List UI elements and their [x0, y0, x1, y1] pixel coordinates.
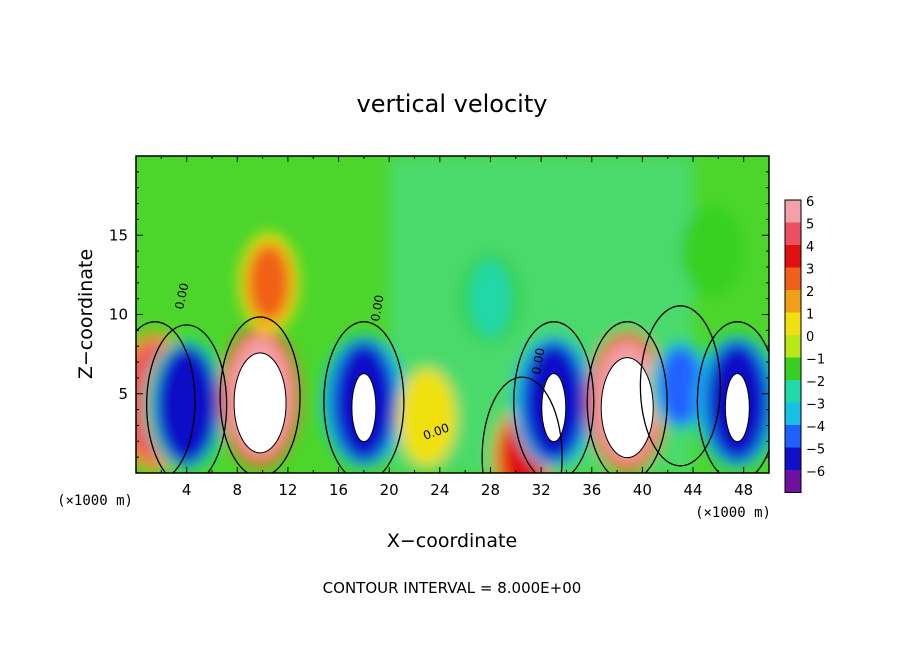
colorbar-label: −5 [806, 443, 825, 458]
colorbar-label: 0 [806, 330, 814, 345]
colorbar-label: −6 [806, 465, 825, 480]
colorbar-frame [784, 199, 802, 493]
colorbar-swatch [785, 290, 801, 313]
colorbar-swatch [785, 245, 801, 268]
contour-label: 0.00 [172, 282, 191, 311]
saturated-region [600, 357, 654, 459]
colorbar-label: 4 [806, 240, 814, 255]
colorbar-swatch [785, 402, 801, 425]
colorbar-label: 5 [806, 218, 814, 233]
x-axis: 4 8 12 16 20 24 28 32 36 40 44 48 [160, 156, 753, 499]
colorbar-swatch [785, 267, 801, 290]
saturated-region [351, 373, 377, 443]
x-tick-label: 32 [532, 481, 551, 499]
colorbar-label: −4 [806, 420, 825, 435]
plot-area [136, 156, 769, 473]
colorbar: 6 5 4 3 2 1 0 −1 −2 −3 −4 −5 −6 [784, 195, 825, 493]
x-tick-label: 8 [233, 481, 243, 499]
saturated-region [724, 373, 750, 443]
colorbar-label: 6 [806, 195, 814, 210]
x-unit-left: (×1000 m) [57, 493, 133, 509]
x-tick-label: 16 [329, 481, 348, 499]
x-tick-label: 28 [481, 481, 500, 499]
x-tick-label: 36 [582, 481, 601, 499]
x-unit-right: (×1000 m) [695, 505, 771, 521]
contour-line [323, 321, 405, 473]
contour-line [513, 321, 595, 473]
saturated-region [233, 352, 287, 454]
x-tick-label: 40 [633, 481, 652, 499]
colorbar-swatch [785, 380, 801, 403]
heat-blob [154, 344, 219, 465]
heat-blob [658, 345, 703, 426]
colorbar-label: 2 [806, 285, 814, 300]
colorbar-swatch [785, 312, 801, 335]
colorbar-swatch [785, 470, 801, 493]
colorbar-swatch [785, 447, 801, 470]
contour-line [146, 324, 228, 473]
x-tick-label: 48 [734, 481, 753, 499]
colorbar-swatch [785, 357, 801, 380]
colorbar-swatch [785, 200, 801, 223]
zero-contours [136, 305, 769, 473]
contour-interval-note: CONTOUR INTERVAL = 8.000E+00 [323, 579, 582, 597]
colorbar-label: 3 [806, 263, 814, 278]
y-tick-label: 10 [109, 306, 128, 324]
heat-blob [690, 211, 735, 292]
contour-label: 0.00 [529, 347, 547, 376]
chart-title: vertical velocity [357, 90, 548, 118]
x-tick-label: 44 [683, 481, 702, 499]
contour-line [696, 321, 769, 473]
heat-blob [468, 258, 513, 339]
contour-line [481, 376, 563, 473]
contour-line [639, 305, 722, 467]
colorbar-label: −1 [806, 353, 825, 368]
heat-blob [246, 242, 291, 323]
x-tick-label: 4 [182, 481, 192, 499]
contour-line [136, 321, 196, 473]
x-tick-label: 24 [430, 481, 449, 499]
contour-line [586, 321, 668, 473]
x-tick-label: 12 [278, 481, 297, 499]
y-tick-label: 5 [118, 385, 128, 403]
x-axis-label: X−coordinate [387, 530, 517, 552]
y-axis: 5 10 15 [109, 171, 769, 458]
y-axis-label: Z−coordinate [75, 249, 97, 379]
y-tick-label: 15 [109, 226, 128, 244]
colorbar-swatch [785, 335, 801, 358]
contour-line [219, 316, 301, 473]
heat-blob [405, 377, 450, 458]
colorbar-swatch [785, 222, 801, 245]
colorbar-label: −3 [806, 398, 825, 413]
colorbar-label: −2 [806, 375, 825, 390]
x-tick-label: 20 [380, 481, 399, 499]
colorbar-swatch [785, 425, 801, 448]
colorbar-label: 1 [806, 308, 814, 323]
contour-label: 0.00 [368, 294, 386, 323]
